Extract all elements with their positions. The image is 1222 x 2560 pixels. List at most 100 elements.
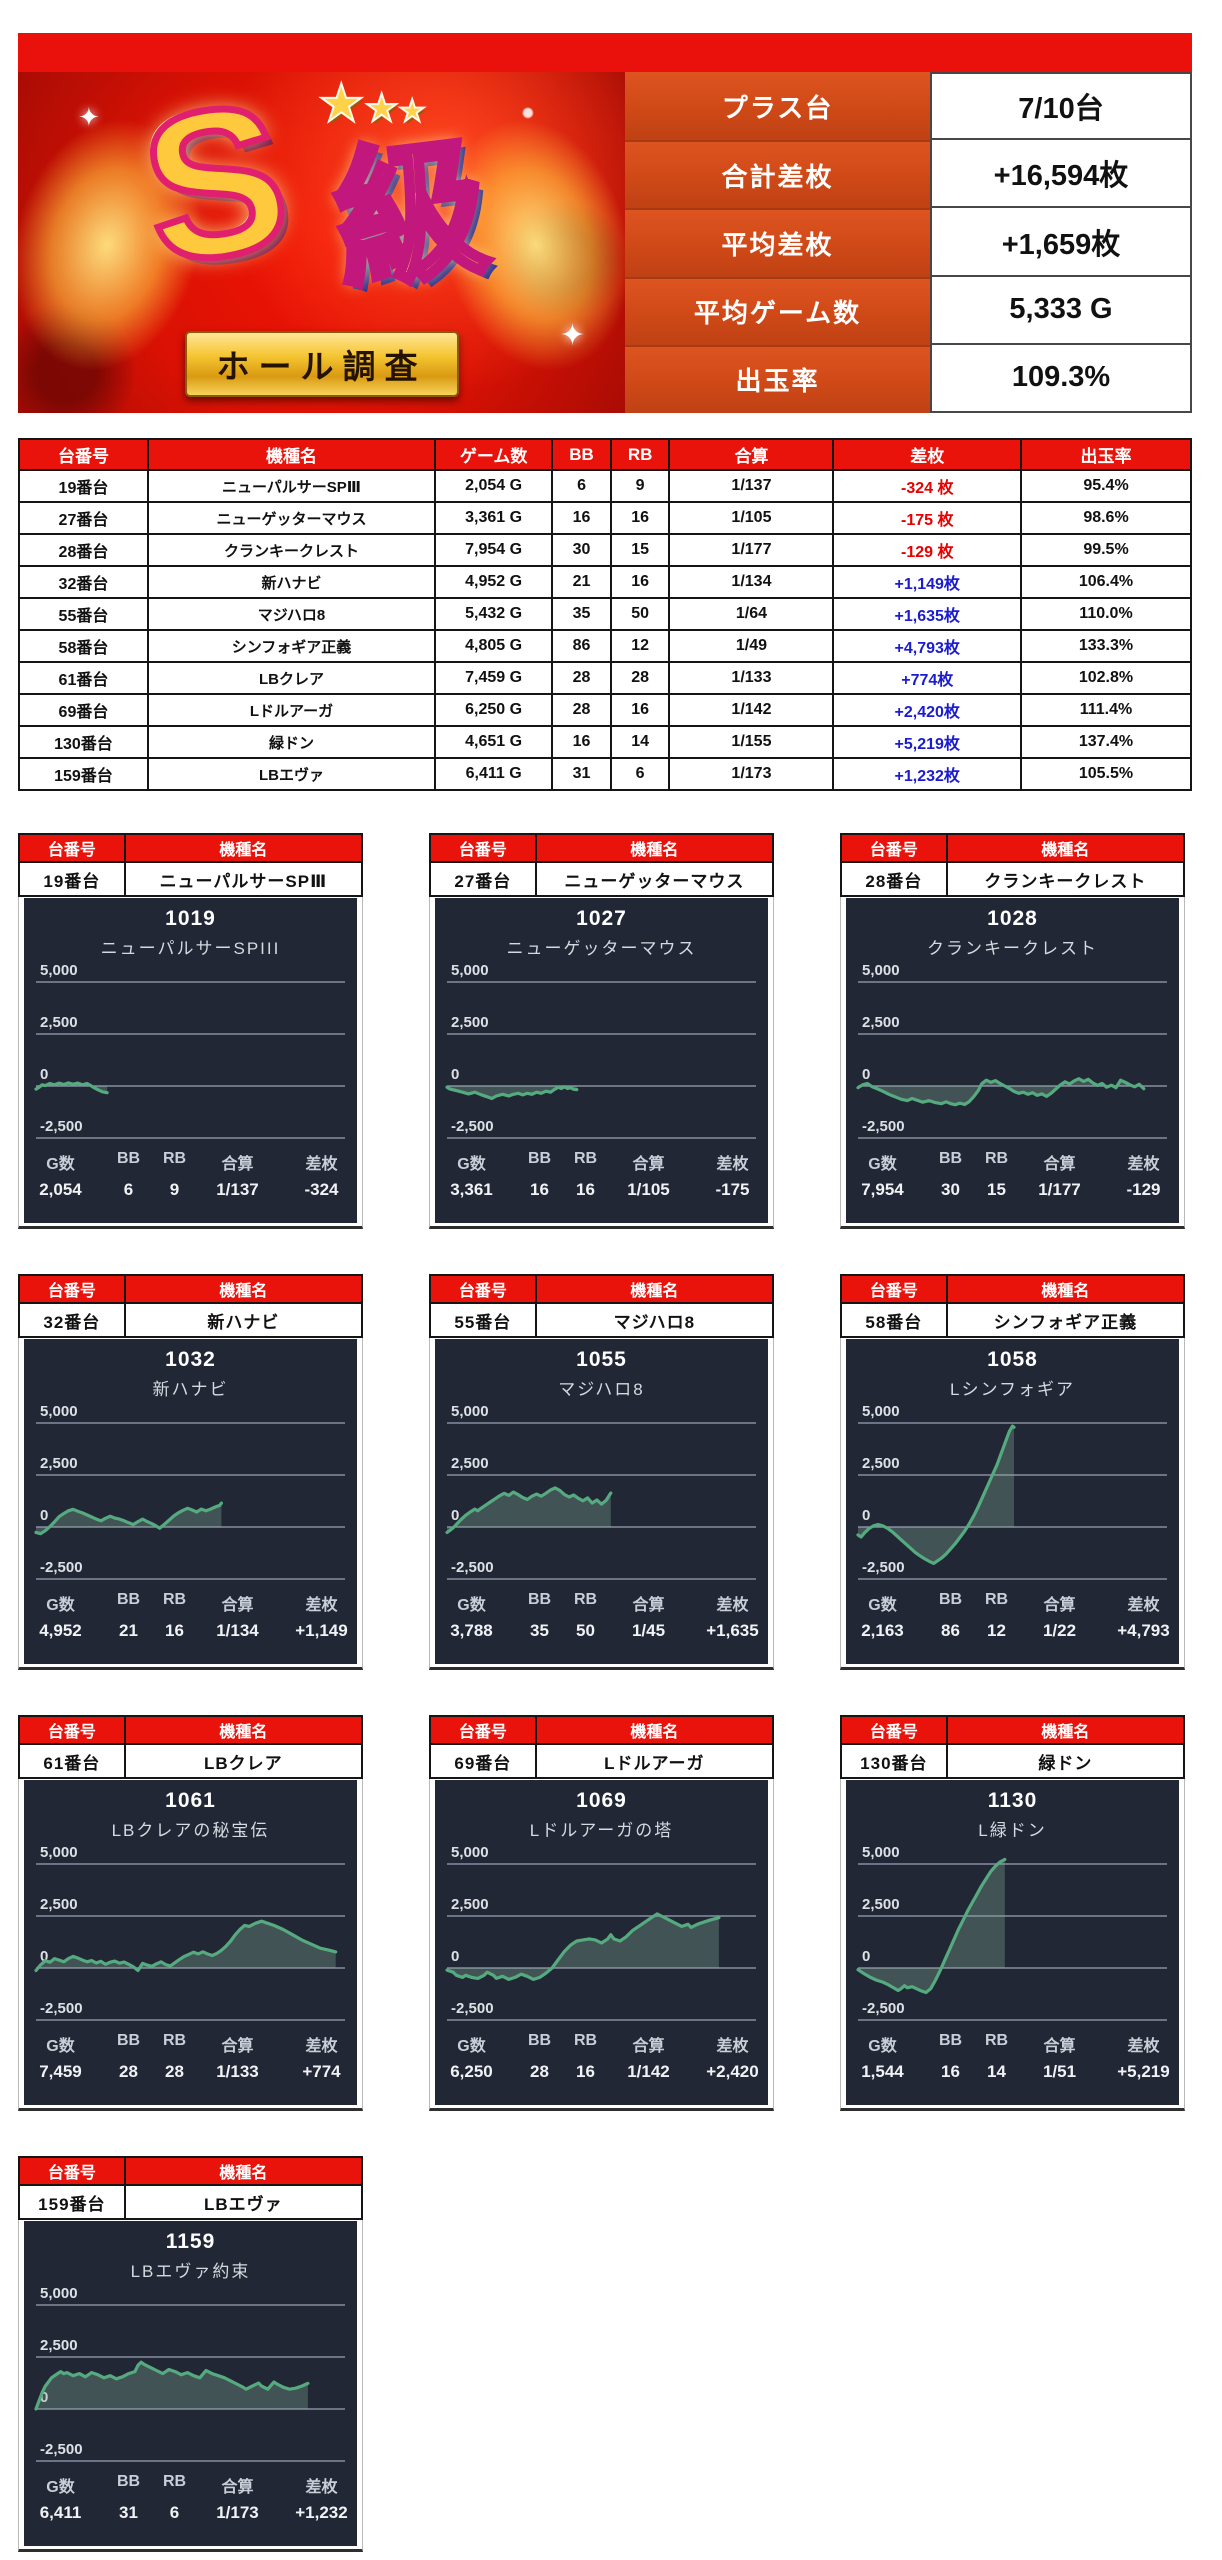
stat-label-diff: 差枚 — [1127, 1597, 1160, 1614]
panel-stats: G数 BB RB 合算 差枚 7,954 30 15 1/177 -129 — [846, 1150, 1179, 1200]
col-diff-medals: 差枚 — [832, 438, 1022, 471]
stat-label-bb: BB — [116, 1150, 141, 1167]
cell-machine-no: 61番台 — [18, 661, 149, 695]
cell-combined-rate: 1/133 — [668, 661, 835, 695]
card-values-row: 61番台 LBクレア — [18, 1745, 363, 1779]
stat-label-rb: RB — [984, 2032, 1009, 2049]
cell-combined-rate: 1/64 — [668, 597, 835, 631]
cell-game-count: 4,651 G — [434, 725, 554, 759]
cell-payout-rate: 106.4% — [1020, 565, 1192, 599]
stat-label-rb: RB — [573, 1150, 598, 1167]
card-machine-no: 32番台 — [20, 1304, 126, 1336]
card-col-machine-no: 台番号 — [20, 835, 126, 861]
cell-model-name: Lドルアーガ — [146, 693, 437, 727]
svg-text:2,500: 2,500 — [40, 1896, 78, 1913]
hall-survey-ribbon: ホール調査 — [184, 331, 459, 397]
summary-row: 合計差枚 +16,594枚 — [625, 140, 1192, 209]
machine-cards-grid: 台番号 機種名 19番台 ニューパルサーSPⅢ 1019 ニューパルサーSPII… — [18, 833, 1192, 2552]
panel-machine-name: クランキークレスト — [927, 939, 1098, 958]
panel-machine-name: LBクレアの秘宝伝 — [111, 1821, 270, 1840]
summary-row: 平均ゲーム数 5,333 G — [625, 276, 1192, 345]
stat-label-g: G数 — [46, 2038, 75, 2055]
stat-value-g: 2,054 — [39, 1180, 82, 1199]
banner-body: ★★★ ✦ ✦ S 級 ホール調査 プラス台 7/10台 合計差枚 +16,59… — [18, 72, 1192, 414]
panel-machine-name: LBエヴァ約束 — [130, 2262, 251, 2281]
panel-machine-name: ニューパルサーSPIII — [100, 939, 281, 958]
stat-label-diff: 差枚 — [716, 2038, 749, 2055]
panel-stats: G数 BB RB 合算 差枚 3,361 16 16 1/105 -175 — [435, 1150, 768, 1200]
card-header: 台番号 機種名 — [840, 833, 1185, 863]
cell-model-name: シンフォギア正義 — [146, 629, 437, 663]
slump-graph: 5,000 2,500 0 -2,500 — [856, 962, 1167, 1139]
cell-diff-medals: -129 枚 — [832, 533, 1022, 567]
stat-value-g: 3,788 — [450, 1621, 493, 1640]
stat-value-rb: 50 — [576, 1621, 595, 1640]
card-model-name: 緑ドン — [1038, 1753, 1093, 1773]
sparkle-icon: ✦ — [559, 319, 585, 352]
slump-graph: 5,000 2,500 0 -2,500 — [445, 1844, 756, 2021]
star-icon: ★ — [364, 87, 400, 131]
panel-machine-number: 1058 — [987, 1348, 1038, 1371]
banner-top-red-strip — [18, 33, 1192, 72]
stat-label-gassan: 合算 — [1043, 2038, 1076, 2055]
cell-bb: 21 — [551, 565, 612, 599]
results-table-header-row: 台番号 機種名 ゲーム数 BB RB 合算 差枚 出玉率 — [18, 438, 1192, 471]
stat-value-gassan: 1/134 — [216, 1621, 259, 1640]
table-row: 32番台 新ハナビ 4,952 G 21 16 1/134 +1,149枚 106.4% — [18, 565, 1192, 599]
stat-label-g: G数 — [46, 1597, 75, 1614]
slump-graph-panel: 1159 LBエヴァ約束 5,000 2,500 0 -2,500 G数 BB RB 合算 差… — [24, 2221, 357, 2546]
table-row: 58番台 シンフォギア正義 4,805 G 86 12 1/49 +4,793枚 133.3% — [18, 629, 1192, 663]
stat-value-rb: 9 — [169, 1180, 180, 1199]
stat-value-diff: +774 — [302, 2062, 341, 2081]
summary-value: 7/10台 — [930, 72, 1192, 141]
stat-label-bb: BB — [938, 2032, 963, 2049]
slump-graph: 5,000 2,500 0 -2,500 — [856, 1844, 1167, 2021]
card-machine-no: 69番台 — [431, 1745, 537, 1777]
cell-bb: 28 — [551, 693, 612, 727]
table-row: 27番台 ニューゲッターマウス 3,361 G 16 16 1/105 -175 枚 98.6… — [18, 501, 1192, 535]
panel-machine-name: Lシンフォギア — [950, 1380, 1075, 1399]
summary-row: 出玉率 109.3% — [625, 344, 1192, 414]
stat-value-g: 7,954 — [861, 1180, 904, 1199]
stat-label-bb: BB — [116, 2473, 141, 2490]
cell-rb: 28 — [609, 661, 671, 695]
cell-game-count: 6,411 G — [434, 757, 554, 791]
card-values-row: 32番台 新ハナビ — [18, 1304, 363, 1338]
summary-label: 平均差枚 — [625, 208, 930, 277]
stat-label-g: G数 — [868, 2038, 897, 2055]
stat-label-g: G数 — [457, 1597, 486, 1614]
stat-value-gassan: 1/51 — [1042, 2062, 1077, 2081]
card-header: 台番号 機種名 — [429, 1274, 774, 1304]
card-values-row: 159番台 LBエヴァ — [18, 2186, 363, 2220]
table-row: 19番台 ニューパルサーSPⅢ 2,054 G 6 9 1/137 -324 枚 95.4% — [18, 469, 1192, 503]
table-row: 61番台 LBクレア 7,459 G 28 28 1/133 +774枚 102.8% — [18, 661, 1192, 695]
stat-value-gassan: 1/45 — [631, 1621, 666, 1640]
cell-game-count: 3,361 G — [434, 501, 554, 535]
summary-value: +1,659枚 — [930, 208, 1192, 277]
card-header: 台番号 機種名 — [429, 833, 774, 863]
panel-machine-number: 1055 — [576, 1348, 627, 1371]
stat-value-bb: 86 — [941, 1621, 960, 1640]
card-col-model-name: 機種名 — [219, 1724, 268, 1741]
cell-game-count: 4,805 G — [434, 629, 554, 663]
stat-value-g: 6,411 — [39, 2503, 82, 2522]
svg-text:5,000: 5,000 — [40, 962, 78, 979]
stat-value-bb: 6 — [123, 1180, 134, 1199]
slump-graph-panel: 1130 L緑ドン 5,000 2,500 0 -2,500 G数 BB RB 合算 差枚 1,… — [846, 1780, 1179, 2105]
stat-value-bb: 31 — [119, 2503, 138, 2522]
stat-label-diff: 差枚 — [716, 1156, 749, 1173]
svg-text:5,000: 5,000 — [451, 962, 489, 979]
machine-card: 台番号 機種名 69番台 Lドルアーガ 1069 Lドルアーガの塔 5,000 2… — [429, 1715, 774, 2111]
stat-value-g: 3,361 — [450, 1180, 493, 1199]
card-col-machine-no: 台番号 — [20, 1717, 126, 1743]
stat-value-g: 1,544 — [861, 2062, 904, 2081]
cell-payout-rate: 105.5% — [1020, 757, 1192, 791]
cell-payout-rate: 133.3% — [1020, 629, 1192, 663]
card-frame: 1058 Lシンフォギア 5,000 2,500 0 -2,500 G数 BB RB 合算 差… — [840, 1338, 1185, 1670]
svg-text:-2,500: -2,500 — [451, 1559, 494, 1576]
card-col-machine-no: 台番号 — [431, 835, 537, 861]
card-header: 台番号 機種名 — [840, 1274, 1185, 1304]
summary-value: +16,594枚 — [930, 140, 1192, 209]
table-row: 130番台 緑ドン 4,651 G 16 14 1/155 +5,219枚 137.4% — [18, 725, 1192, 759]
card-frame: 1028 クランキークレスト 5,000 2,500 0 -2,500 G数 BB RB 合… — [840, 897, 1185, 1229]
